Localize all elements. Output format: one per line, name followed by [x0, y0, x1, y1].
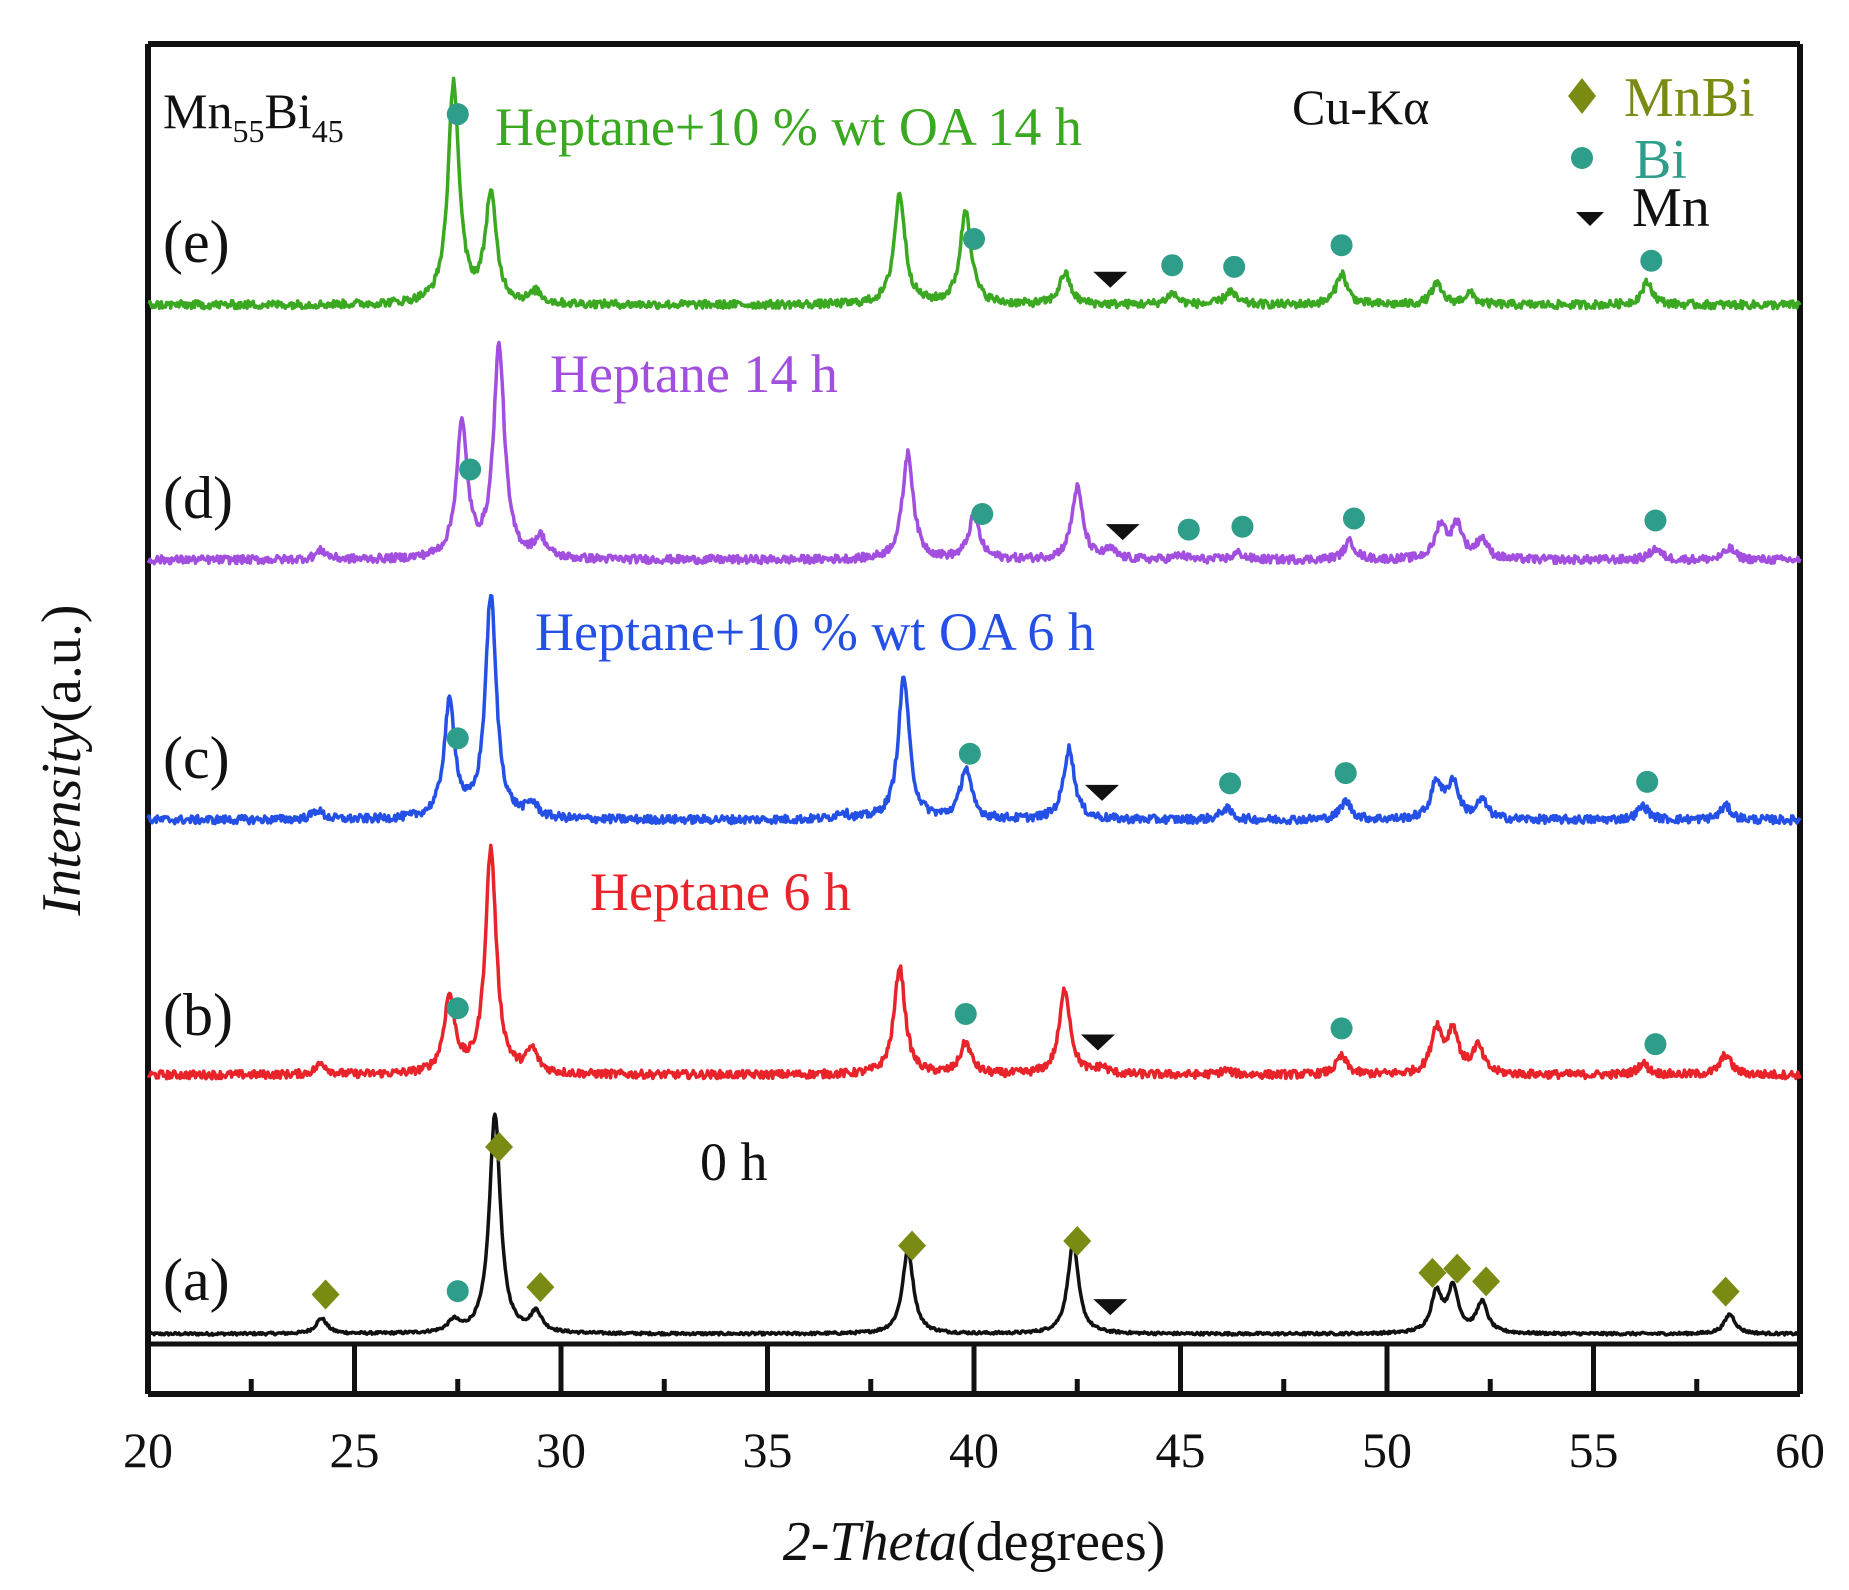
bi-marker-circle-icon	[971, 503, 994, 526]
bi-marker-circle-icon	[446, 1280, 469, 1303]
composition-label: Mn55Bi45	[163, 83, 344, 149]
mnbi-marker-diamond-icon	[898, 1230, 927, 1261]
radiation-label: Cu-Kα	[1292, 79, 1429, 135]
bi-marker-circle-icon	[1644, 509, 1667, 532]
series-tag-label: (b)	[163, 982, 233, 1048]
series-tag-label: (e)	[163, 209, 230, 275]
bi-marker-circle-icon	[1644, 1033, 1667, 1056]
bi-marker-circle-icon	[1231, 515, 1254, 538]
mnbi-marker-diamond-icon	[526, 1272, 555, 1303]
y-axis-title: Intensity(a.u.)	[31, 605, 93, 917]
x-tick-label: 55	[1569, 1422, 1619, 1478]
legend-mn-triangle-icon	[1576, 212, 1604, 226]
x-axis-tick-labels: 20 25 30 35 40 45 50 55 60	[123, 1422, 1825, 1478]
x-tick-label: 35	[743, 1422, 793, 1478]
bi-marker-circle-icon	[1636, 770, 1659, 793]
series-name-label: 0 h	[700, 1132, 768, 1192]
mnbi-marker-diamond-icon	[311, 1279, 340, 1310]
bi-marker-circle-icon	[1219, 772, 1242, 795]
legend-bi-label: Bi	[1634, 129, 1687, 191]
mnbi-marker-diamond-icon	[1443, 1253, 1472, 1284]
legend: MnBi Bi Mn	[1568, 67, 1755, 239]
mn-marker-triangle-icon	[1105, 524, 1140, 541]
mn-marker-triangle-icon	[1085, 784, 1120, 801]
x-tick-label: 40	[949, 1422, 999, 1478]
phase-markers	[311, 103, 1740, 1316]
mnbi-marker-diamond-icon	[485, 1131, 514, 1162]
series-line-d	[146, 340, 1802, 566]
mnbi-marker-diamond-icon	[1418, 1257, 1447, 1288]
series-tag-label: (c)	[163, 725, 230, 791]
bi-marker-circle-icon	[1161, 254, 1184, 277]
legend-mnbi-label: MnBi	[1624, 67, 1755, 129]
bi-marker-circle-icon	[954, 1002, 977, 1025]
x-tick-label: 60	[1775, 1422, 1825, 1478]
x-tick-label: 45	[1156, 1422, 1206, 1478]
series-name-label: Heptane+10 % wt OA 14 h	[495, 97, 1082, 157]
series-name-label: Heptane+10 % wt OA 6 h	[535, 602, 1095, 662]
mnbi-marker-diamond-icon	[1711, 1276, 1740, 1307]
bi-marker-circle-icon	[958, 742, 981, 765]
mn-marker-triangle-icon	[1093, 1299, 1128, 1316]
x-tick-label: 20	[123, 1422, 173, 1478]
x-tick-label: 30	[536, 1422, 586, 1478]
bi-marker-circle-icon	[446, 727, 469, 750]
x-axis-ticks	[145, 1344, 1803, 1394]
bi-marker-circle-icon	[1330, 1017, 1353, 1040]
x-tick-label: 25	[330, 1422, 380, 1478]
series-line-a	[146, 1112, 1802, 1337]
mnbi-marker-diamond-icon	[1063, 1225, 1092, 1256]
x-tick-label: 50	[1362, 1422, 1412, 1478]
bi-marker-circle-icon	[1223, 255, 1246, 278]
series-line-b	[146, 843, 1802, 1081]
mn-marker-triangle-icon	[1093, 271, 1128, 288]
x-axis-title: 2-Theta(degrees)	[783, 1511, 1166, 1573]
series-traces	[146, 76, 1802, 1337]
bi-marker-circle-icon	[446, 997, 469, 1020]
bi-marker-circle-icon	[1342, 507, 1365, 530]
series-name-label: Heptane 14 h	[550, 344, 838, 404]
legend-mnbi-diamond-icon	[1568, 78, 1596, 114]
series-line-e	[147, 76, 1802, 311]
series-labels: (a) 0 h (b) Heptane 6 h (c) Heptane+10 % wt O…	[163, 97, 1095, 1313]
bi-marker-circle-icon	[1330, 234, 1353, 257]
mn-marker-triangle-icon	[1080, 1034, 1115, 1051]
legend-bi-circle-icon	[1571, 147, 1593, 169]
bi-marker-circle-icon	[963, 227, 985, 250]
bi-marker-circle-icon	[446, 103, 469, 126]
bi-marker-circle-icon	[1640, 249, 1663, 272]
series-name-label: Heptane 6 h	[590, 862, 851, 922]
bi-marker-circle-icon	[459, 458, 482, 481]
bi-marker-circle-icon	[1177, 518, 1200, 541]
legend-mn-label: Mn	[1632, 177, 1710, 239]
bi-marker-circle-icon	[1334, 762, 1357, 785]
series-tag-label: (a)	[163, 1247, 230, 1313]
mnbi-marker-diamond-icon	[1472, 1266, 1501, 1297]
series-tag-label: (d)	[163, 465, 233, 531]
series-line-c	[146, 593, 1802, 826]
